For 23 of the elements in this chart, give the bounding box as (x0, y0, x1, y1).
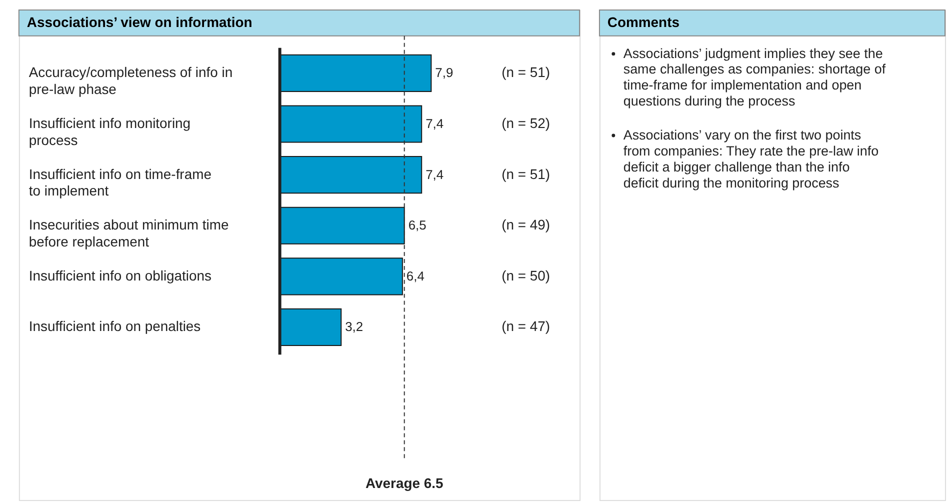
data-label: 6,5 (408, 218, 426, 233)
text: (n = 52) (502, 115, 550, 132)
text: Comments (607, 14, 680, 30)
text: (n = 50) (502, 267, 550, 284)
y-tick-label: Accuracy/completeness of info in pre-law phase (28, 64, 233, 98)
y-tick-label: Insufficient info on penalties (28, 318, 201, 334)
data-label: 7,4 (426, 116, 444, 132)
y-tick-label: Insufficient info on time-frame to implement (28, 166, 212, 199)
text: Associations’ vary on the first two points from companies: They rate the pre-law info deficit a bigger challenge than the info deficit during the monitoring process (623, 127, 879, 190)
data-label: 7,9 (435, 65, 454, 80)
text: (n = 47) (502, 318, 550, 334)
y-tick-label: Insecurities about minimum time before replacement (28, 216, 229, 250)
data-label: 3,2 (345, 319, 364, 334)
text: Associations’ view on information (26, 14, 252, 30)
y-tick-label: Insufficient info monitoring process (28, 115, 191, 148)
text: (n = 51) (502, 166, 550, 182)
text: (n = 49) (502, 216, 550, 233)
ref-line-label: Average 6.5 (365, 475, 444, 492)
data-label: 7,4 (426, 166, 444, 182)
data-label: 6,4 (406, 268, 424, 284)
y-tick-label: Insufficient info on obligations (28, 267, 212, 284)
text: Associations’ judgment implies they see the same challenges as companies: shortage of time-frame for implementation and open questions during the process (623, 46, 886, 109)
text: (n = 51) (502, 64, 550, 80)
